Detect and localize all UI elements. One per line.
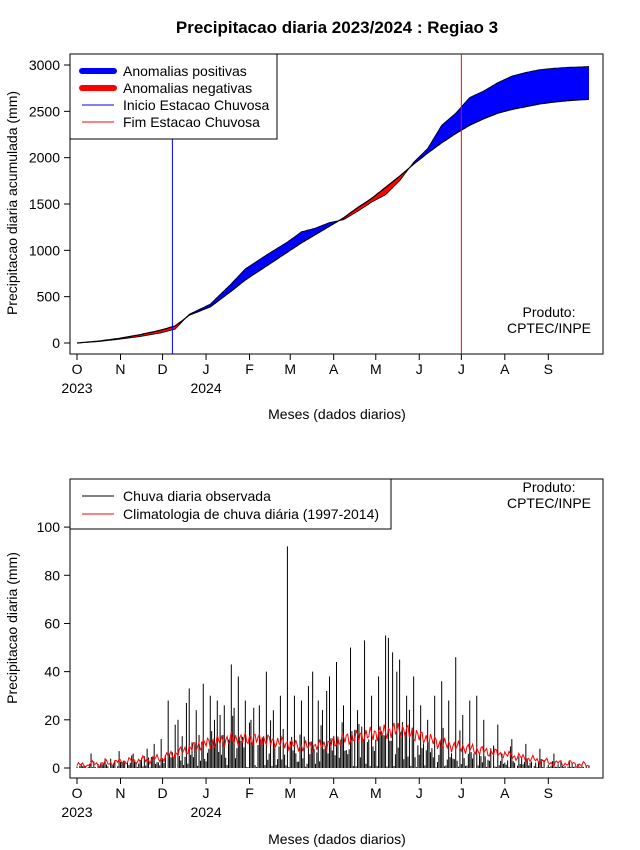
y-axis-label: Precipitacao diaria (mm) <box>4 552 20 704</box>
x-tick-label: A <box>329 361 339 377</box>
positive-anomaly-area <box>186 220 340 318</box>
legend: Chuva diaria observada Climatologia de c… <box>69 478 392 530</box>
x-tick-label: F <box>245 361 254 377</box>
x-tick-label: J <box>203 785 210 801</box>
positive-anomaly-area <box>410 66 589 167</box>
legend-box <box>69 478 392 530</box>
y-tick-label: 40 <box>44 664 60 680</box>
x-tick-label: A <box>329 785 339 801</box>
y-axis: 0 500 1000 1500 2000 2500 3000 <box>29 57 70 351</box>
climatology-daily-line <box>76 722 590 769</box>
legend-label-season-start: Inicio Estacao Chuvosa <box>123 97 270 113</box>
x-tick-label: N <box>115 785 125 801</box>
legend-label-climatology: Climatologia de chuva diária (1997-2014) <box>123 506 379 522</box>
x-tick-label: S <box>544 785 553 801</box>
y-tick-label: 0 <box>52 335 60 351</box>
legend: Anomalias positivas Anomalias negativas … <box>69 53 278 140</box>
product-source: CPTEC/INPE <box>507 320 591 336</box>
legend-label-positive: Anomalias positivas <box>123 63 247 79</box>
y-tick-label: 1000 <box>29 242 60 258</box>
x-tick-label: N <box>115 361 125 377</box>
product-label: Produto: <box>523 479 576 495</box>
x-tick-label: D <box>158 785 168 801</box>
observed-cumulative-line <box>76 66 590 344</box>
x-tick-label: J <box>458 785 465 801</box>
y-tick-label: 2000 <box>29 150 60 166</box>
year-label: 2023 <box>61 804 92 820</box>
legend-label-negative: Anomalias negativas <box>123 80 252 96</box>
year-label: 2023 <box>61 380 92 396</box>
x-tick-label: A <box>500 785 510 801</box>
y-axis: 0 20 40 60 80 100 <box>37 519 70 776</box>
y-tick-label: 3000 <box>29 57 60 73</box>
product-annotation: Produto: CPTEC/INPE <box>507 479 591 511</box>
x-axis-label: Meses (dados diarios) <box>268 406 406 422</box>
x-tick-label: J <box>203 361 210 377</box>
y-tick-label: 1500 <box>29 196 60 212</box>
product-source: CPTEC/INPE <box>507 495 591 511</box>
x-tick-label: J <box>416 785 423 801</box>
cumulative-chart: Precipitacao diaria 2023/2024 : Regiao 3… <box>4 18 604 422</box>
y-tick-label: 80 <box>44 567 60 583</box>
y-tick-label: 500 <box>37 289 61 305</box>
y-tick-label: 60 <box>44 615 60 631</box>
cumulative-plot-area <box>69 53 604 355</box>
daily-chart: 0 20 40 60 80 100 O N D J F M A M J J A S 2023 2024 Precip… <box>4 478 604 847</box>
product-annotation: Produto: CPTEC/INPE <box>507 304 591 336</box>
x-tick-label: S <box>544 361 553 377</box>
x-tick-label: F <box>245 785 254 801</box>
x-tick-label: O <box>72 361 83 377</box>
x-tick-label: A <box>500 361 510 377</box>
x-axis: O N D J F M A M J J A S 2023 2024 <box>61 778 553 820</box>
negative-anomaly-area <box>78 317 187 343</box>
x-axis: O N D J F M A M J J A S 2023 2024 <box>61 354 553 396</box>
legend-label-season-end: Fim Estacao Chuvosa <box>123 114 260 130</box>
legend-label-observed: Chuva diaria observada <box>123 488 271 504</box>
year-label: 2024 <box>190 380 221 396</box>
x-tick-label: O <box>72 785 83 801</box>
year-label: 2024 <box>190 804 221 820</box>
x-tick-label: J <box>458 361 465 377</box>
product-label: Produto: <box>523 304 576 320</box>
x-tick-label: J <box>416 361 423 377</box>
x-tick-label: M <box>370 361 382 377</box>
x-tick-label: M <box>284 361 296 377</box>
y-tick-label: 2500 <box>29 103 60 119</box>
y-tick-label: 100 <box>37 519 61 535</box>
climatology-cumulative-line <box>76 98 590 344</box>
chart-title: Precipitacao diaria 2023/2024 : Regiao 3 <box>176 18 498 37</box>
x-tick-label: D <box>158 361 168 377</box>
x-tick-label: M <box>370 785 382 801</box>
y-tick-label: 0 <box>52 760 60 776</box>
x-axis-label: Meses (dados diarios) <box>268 831 406 847</box>
y-tick-label: 20 <box>44 712 60 728</box>
y-axis-label: Precipitacao diaria acumulada (mm) <box>4 91 20 315</box>
x-tick-label: M <box>284 785 296 801</box>
